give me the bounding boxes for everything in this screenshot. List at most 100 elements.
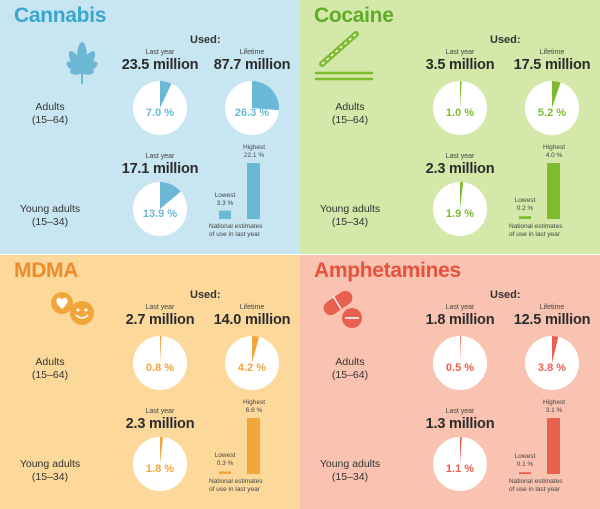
panel-title: MDMA (14, 259, 79, 282)
lowest-bar (519, 216, 531, 219)
national-estimates-note-line2: of use in last year (209, 486, 260, 493)
highest-value: 6.6 % (245, 407, 263, 414)
mdma-pills-icon (51, 292, 94, 325)
lowest-value: 0.3 % (216, 460, 234, 468)
panel-cocaine: Cocaine Used: Adults (15–64) Last year 3.5 mi… (300, 0, 600, 254)
panel-title: Amphetamines (314, 259, 461, 282)
lowest-bar (219, 210, 231, 219)
young-adults-label: Young adults (19, 458, 81, 470)
lowest-label: Lowest (214, 452, 236, 460)
young-adults-label: Young adults (319, 458, 381, 470)
young-last-year-pie-slice (160, 181, 181, 209)
highest-value: 3.1 % (545, 407, 563, 414)
highest-value: 22.1 % (243, 152, 265, 159)
panel-title: Cocaine (314, 4, 394, 27)
adults-age-range: (15–64) (331, 114, 369, 126)
adults-last-year-label: Last year (445, 49, 475, 56)
adults-lifetime-label: Lifetime (239, 49, 265, 56)
amphetamine-pills-icon (323, 290, 362, 328)
young-last-year-value: 17.1 million (121, 161, 199, 177)
panel-mdma: MDMA Used: Adults (15–64) Last year 2.7 milli… (0, 255, 300, 509)
cocaine-lines-icon (314, 31, 374, 81)
adults-lifetime-pie-slice (252, 336, 260, 363)
young-last-year-pie-slice (160, 437, 164, 464)
highest-bar (547, 418, 560, 474)
highest-bar (247, 163, 260, 219)
lowest-label: Lowest (514, 453, 536, 461)
national-estimates-note-line2: of use in last year (509, 231, 560, 238)
adults-age-range: (15–64) (31, 114, 69, 126)
young-last-year-label: Last year (145, 153, 175, 160)
young-last-year-pct: 1.1 % (445, 463, 475, 475)
young-adults-label: Young adults (19, 203, 81, 215)
highest-label: Highest (242, 144, 266, 151)
lowest-bar (219, 471, 231, 474)
lowest-value: 0.1 % (516, 461, 534, 469)
young-last-year-pct: 13.9 % (142, 208, 178, 220)
panel-graphics (323, 290, 579, 491)
national-estimates-note: National estimates (209, 223, 263, 230)
adults-lifetime-label: Lifetime (539, 304, 565, 311)
lowest-bar (519, 472, 531, 474)
panel-amphetamines: Amphetamines Used: Adults (15–64) Last year 1… (300, 255, 600, 509)
adults-last-year-pie-slice (160, 81, 172, 108)
young-adults-age-range: (15–34) (331, 471, 369, 483)
adults-lifetime-pie-slice (252, 81, 279, 111)
adults-last-year-label: Last year (445, 304, 475, 311)
panel-title: Cannabis (14, 4, 107, 27)
adults-lifetime-pct: 26.3 % (234, 107, 270, 119)
adults-lifetime-value: 14.0 million (213, 312, 291, 328)
young-last-year-pct: 1.9 % (445, 208, 475, 220)
lowest-label: Lowest (514, 197, 536, 205)
national-estimates-note: National estimates (209, 478, 263, 485)
lowest-label: Lowest (214, 191, 236, 199)
young-last-year-value: 1.3 million (425, 416, 495, 432)
lowest-value: 3.3 % (216, 199, 234, 207)
adults-last-year-pie-slice (160, 335, 162, 363)
young-last-year-pie-slice (460, 436, 462, 464)
national-estimates-note-line2: of use in last year (509, 486, 560, 493)
national-estimates-note: National estimates (509, 223, 563, 230)
lowest-value: 0.2 % (516, 205, 534, 213)
adults-lifetime-pct: 3.8 % (537, 362, 567, 374)
adults-last-year-value: 3.5 million (425, 57, 495, 73)
adults-lifetime-pct: 4.2 % (237, 362, 267, 374)
adults-last-year-value: 1.8 million (425, 312, 495, 328)
panel-graphics (51, 292, 279, 491)
adults-label: Adults (35, 356, 65, 368)
adults-last-year-label: Last year (145, 49, 175, 56)
panel-graphics (314, 31, 579, 236)
adults-lifetime-value: 87.7 million (213, 57, 291, 73)
adults-last-year-value: 23.5 million (121, 57, 199, 73)
adults-lifetime-pie-slice (552, 336, 559, 363)
panel-cannabis: Cannabis Used: Adults (15–64) Last year 23.5 … (0, 0, 300, 254)
used-label: Used: (490, 34, 521, 46)
adults-age-range: (15–64) (331, 369, 369, 381)
young-last-year-label: Last year (445, 153, 475, 160)
adults-lifetime-label: Lifetime (539, 49, 565, 56)
adults-lifetime-pie-slice (552, 81, 561, 108)
adults-last-year-pct: 0.8 % (145, 362, 175, 374)
adults-last-year-pct: 7.0 % (145, 107, 175, 119)
young-last-year-pct: 1.8 % (145, 463, 175, 475)
adults-last-year-value: 2.7 million (125, 312, 195, 328)
adults-label: Adults (335, 101, 365, 113)
highest-bar (247, 418, 260, 474)
adults-lifetime-pct: 5.2 % (537, 107, 567, 119)
young-adults-age-range: (15–34) (31, 471, 69, 483)
adults-age-range: (15–64) (31, 369, 69, 381)
adults-last-year-label: Last year (145, 304, 175, 311)
highest-label: Highest (542, 144, 566, 151)
used-label: Used: (190, 34, 221, 46)
adults-label: Adults (335, 356, 365, 368)
highest-value: 4.0 % (545, 152, 563, 159)
adults-lifetime-value: 12.5 million (513, 312, 591, 328)
highest-label: Highest (542, 399, 566, 406)
young-last-year-value: 2.3 million (425, 161, 495, 177)
adults-lifetime-label: Lifetime (239, 304, 265, 311)
adults-last-year-pct: 1.0 % (445, 107, 475, 119)
panel-graphics (66, 42, 279, 236)
adults-label: Adults (35, 101, 65, 113)
young-adults-age-range: (15–34) (331, 216, 369, 228)
